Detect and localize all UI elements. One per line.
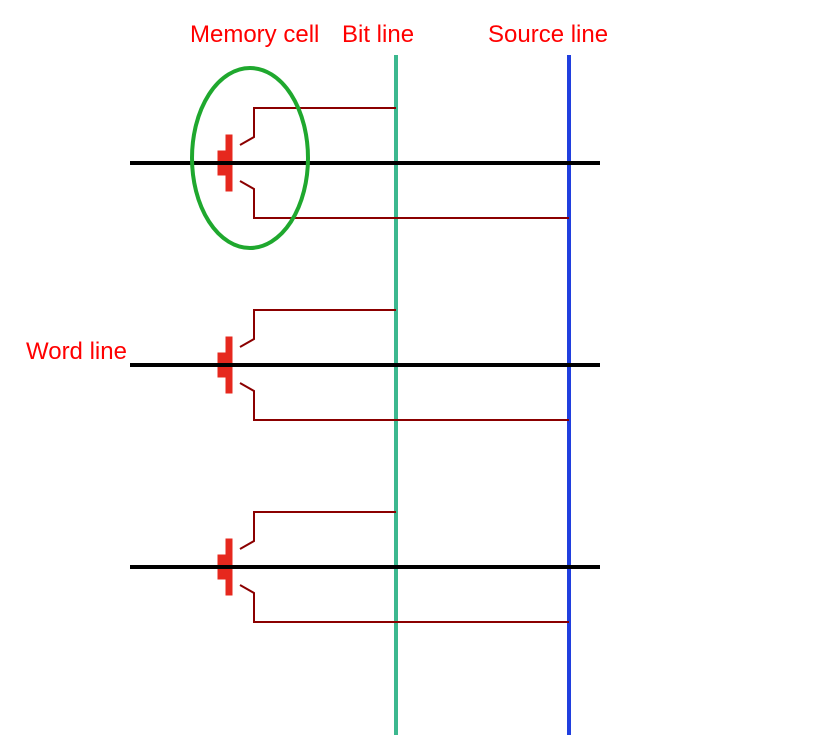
- source-wire: [240, 383, 569, 420]
- label-bit-line: Bit line: [342, 21, 414, 48]
- memory-cell-highlight: [192, 68, 308, 248]
- drain-wire: [240, 512, 396, 549]
- label-source-line: Source line: [488, 21, 608, 48]
- source-wire: [240, 585, 569, 622]
- label-word-line: Word line: [26, 338, 127, 365]
- label-memory-cell: Memory cell: [190, 21, 319, 48]
- drain-wire: [240, 310, 396, 347]
- drain-wire: [240, 108, 396, 145]
- source-wire: [240, 181, 569, 218]
